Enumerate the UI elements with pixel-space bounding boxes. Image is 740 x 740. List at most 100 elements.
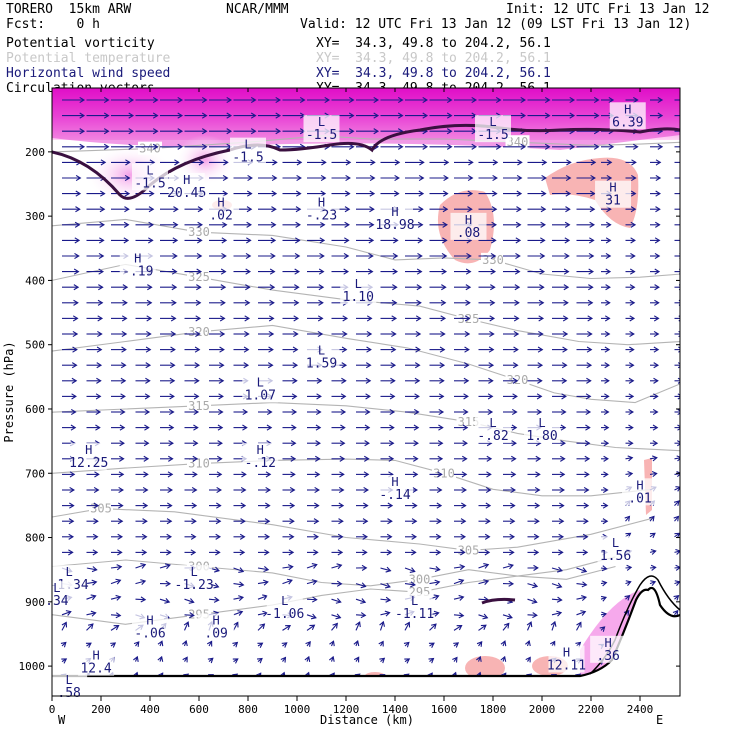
vector-head xyxy=(583,486,590,494)
pv-extremum-type: H xyxy=(146,613,153,627)
vector-head xyxy=(538,299,545,306)
vector-shaft xyxy=(527,598,537,603)
pv-label-bg xyxy=(609,102,646,130)
vector-shaft xyxy=(257,623,265,631)
vector-head xyxy=(446,112,453,119)
vector-head xyxy=(418,190,425,197)
vector-head xyxy=(560,424,567,431)
vector-head xyxy=(164,563,171,570)
vector-head xyxy=(217,408,224,416)
vector-shaft xyxy=(184,598,194,603)
vector-head xyxy=(75,206,81,213)
vector-shaft xyxy=(61,622,67,631)
vector-head xyxy=(590,159,597,166)
pv-extremum-type: H xyxy=(257,443,264,457)
vector-shaft xyxy=(233,611,243,616)
pv-extremum-value: 20.45 xyxy=(167,186,206,201)
vector-shaft xyxy=(135,564,146,569)
vector-head xyxy=(98,252,105,260)
vector-head xyxy=(506,613,513,620)
vector-head xyxy=(511,424,518,431)
x-tick-label: 600 xyxy=(189,703,209,716)
vector-shaft xyxy=(183,621,189,631)
pv-extremum-H: H12.4 xyxy=(78,648,115,677)
vector-head xyxy=(103,128,110,135)
vector-head xyxy=(584,455,591,462)
vector-head xyxy=(415,330,422,338)
vector-shaft xyxy=(355,621,361,631)
vector-shaft xyxy=(257,567,269,571)
vector-shaft xyxy=(527,614,537,616)
vector-head xyxy=(99,206,106,213)
vector-head xyxy=(492,174,498,182)
vector-head xyxy=(73,268,80,275)
pv-label-bg xyxy=(590,635,627,663)
vector-head xyxy=(74,221,81,228)
vector-head xyxy=(177,128,184,135)
vector-head xyxy=(569,143,576,150)
vector-head xyxy=(317,315,324,322)
vector-head xyxy=(315,440,321,447)
vector-shaft xyxy=(86,581,97,585)
vector-head xyxy=(91,566,98,573)
vector-shaft xyxy=(380,612,390,616)
vector-head xyxy=(605,252,612,260)
vector-head xyxy=(172,252,178,260)
vector-head xyxy=(290,440,297,447)
vector-head xyxy=(98,284,104,291)
vector-head xyxy=(391,315,398,322)
vector-head xyxy=(319,252,325,260)
vector-shaft xyxy=(380,598,391,601)
vector-head xyxy=(379,620,385,627)
vector-shaft xyxy=(257,612,268,616)
vector-shaft xyxy=(331,623,338,631)
vector-head xyxy=(388,440,395,447)
pv-extremum-type: L xyxy=(489,416,496,430)
vector-head xyxy=(337,549,344,556)
vector-head xyxy=(190,533,197,540)
vector-head xyxy=(103,112,110,119)
vector-head xyxy=(265,471,272,478)
pv-label-bg xyxy=(396,594,433,622)
vector-head xyxy=(436,518,442,525)
pv-extremum-value: -.14 xyxy=(379,488,410,503)
vector-head xyxy=(157,640,164,647)
vector-head xyxy=(388,455,395,462)
pv-extremum-value: 6.39 xyxy=(612,115,643,130)
y-axis-label: Pressure (hPa) xyxy=(2,341,16,442)
vector-head xyxy=(558,518,565,525)
pv-extremum-type: H xyxy=(391,475,398,489)
vector-head xyxy=(633,143,639,150)
x-axis-label: Distance (km) xyxy=(320,713,414,727)
vector-head xyxy=(602,502,609,509)
pv-extremum-value: -1.5 xyxy=(232,151,263,166)
vector-head xyxy=(628,408,635,416)
vector-head xyxy=(682,144,686,149)
vector-head xyxy=(201,143,208,150)
vector-head xyxy=(392,284,398,291)
vector-head xyxy=(397,112,404,119)
init-time: Init: 12 UTC Fri 13 Jan 12 xyxy=(506,2,710,17)
vector-head xyxy=(61,621,68,628)
vector-head xyxy=(541,159,548,166)
vector-head xyxy=(682,97,686,102)
pv-label-bg xyxy=(622,478,658,506)
vector-head xyxy=(320,174,327,182)
vector-head xyxy=(588,284,594,291)
vector-head xyxy=(559,502,565,509)
vector-head xyxy=(654,299,660,306)
vector-head xyxy=(569,112,576,119)
vector-head xyxy=(267,362,274,369)
vector-head xyxy=(489,299,496,306)
vector-head xyxy=(266,408,273,416)
vector-head xyxy=(271,174,278,182)
vector-head xyxy=(603,471,609,478)
vector-head xyxy=(654,284,660,291)
vector-head xyxy=(196,284,202,291)
vector-head xyxy=(239,549,246,556)
theta-contour-label: 305 xyxy=(90,502,112,516)
vector-head xyxy=(468,159,474,166)
vector-head xyxy=(386,533,393,540)
vector-head xyxy=(390,377,396,384)
vector-head xyxy=(517,159,523,166)
